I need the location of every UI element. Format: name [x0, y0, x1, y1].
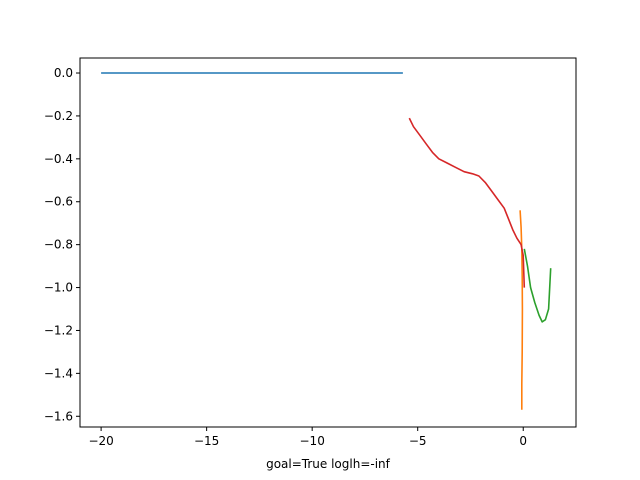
- x-tick-label: −5: [409, 434, 427, 448]
- y-tick-label: −1.0: [44, 281, 73, 295]
- x-tick-label: −20: [88, 434, 113, 448]
- tick-layer: −20 −15 −10 −5 0 0.0 −0.2 −0.4 −0.6 −0.8 −1.0 −1.2 −…: [44, 66, 527, 448]
- x-tick-label: −15: [194, 434, 219, 448]
- y-tick-label: −0.2: [44, 109, 73, 123]
- plot-frame: [79, 57, 577, 428]
- series-line-4: [408, 117, 526, 288]
- y-tick-label: −0.8: [44, 238, 73, 252]
- series-line-3: [523, 248, 552, 323]
- y-tick-label: 0.0: [54, 66, 73, 80]
- x-tick-label: 0: [519, 434, 527, 448]
- y-tick-label: −0.4: [44, 152, 73, 166]
- x-axis-title: goal=True loglh=-inf: [266, 457, 391, 471]
- y-tick-label: −1.2: [44, 323, 73, 337]
- series-line-2: [519, 210, 524, 410]
- x-tick-label: −10: [300, 434, 325, 448]
- series-layer: [101, 72, 552, 410]
- plot-background: [80, 58, 576, 427]
- y-tick-label: −0.6: [44, 195, 73, 209]
- y-tick-label: −1.6: [44, 409, 73, 423]
- y-tick-label: −1.4: [44, 366, 73, 380]
